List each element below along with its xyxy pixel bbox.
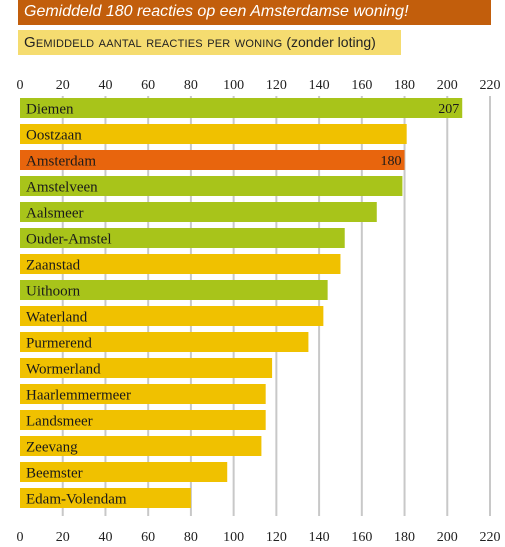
category-label: Oostzaan (26, 128, 82, 144)
category-label: Edam-Volendam (26, 492, 127, 508)
x-tick-label-bottom: 220 (480, 530, 501, 545)
x-tick-label-top: 60 (141, 78, 155, 93)
x-tick-label-top: 120 (266, 78, 287, 93)
x-tick-label-bottom: 180 (394, 530, 415, 545)
chart-title: Gemiddeld 180 reacties op een Amsterdams… (24, 3, 409, 20)
bar (20, 306, 324, 326)
x-tick-label-bottom: 100 (223, 530, 244, 545)
bar (20, 462, 228, 482)
data-label: 180 (381, 154, 402, 169)
x-tick-label-top: 200 (437, 78, 458, 93)
category-label: Aalsmeer (26, 206, 83, 222)
bar (20, 254, 341, 274)
bar (20, 436, 262, 456)
x-tick-label-top: 100 (223, 78, 244, 93)
x-tick-label-top: 160 (351, 78, 372, 93)
category-label: Wormerland (26, 362, 101, 378)
bar (20, 228, 345, 248)
x-tick-label-bottom: 160 (351, 530, 372, 545)
bar (20, 358, 273, 378)
bar (20, 150, 405, 170)
chart-title-bar: Gemiddeld 180 reacties op een Amsterdams… (18, 0, 491, 25)
x-tick-label-bottom: 120 (266, 530, 287, 545)
chart-subtitle-note: (zonder loting) (286, 34, 376, 50)
x-tick-label-bottom: 60 (141, 530, 155, 545)
x-tick-label-bottom: 80 (184, 530, 198, 545)
category-label: Beemster (26, 466, 83, 482)
chart-subtitle: Gemiddeld aantal reacties per woning (zo… (24, 34, 376, 51)
x-tick-label-top: 0 (17, 78, 24, 93)
category-label: Zeevang (26, 440, 78, 456)
bar (20, 410, 266, 430)
bar (20, 98, 463, 118)
x-tick-label-bottom: 200 (437, 530, 458, 545)
x-tick-label-top: 20 (56, 78, 70, 93)
x-tick-label-bottom: 140 (309, 530, 330, 545)
x-tick-label-top: 180 (394, 78, 415, 93)
x-tick-label-top: 140 (309, 78, 330, 93)
bar (20, 488, 191, 508)
data-label: 207 (438, 102, 459, 117)
category-label: Amstelveen (26, 180, 98, 196)
category-label: Waterland (26, 310, 88, 326)
bar (20, 202, 377, 222)
bar (20, 176, 403, 196)
category-label: Diemen (26, 102, 74, 118)
bar (20, 280, 328, 300)
x-tick-label-bottom: 40 (98, 530, 112, 545)
bar (20, 384, 266, 404)
x-tick-label-bottom: 20 (56, 530, 70, 545)
x-tick-label-bottom: 0 (17, 530, 24, 545)
category-label: Zaanstad (26, 258, 81, 274)
category-label: Landsmeer (26, 414, 93, 430)
category-label: Uithoorn (26, 284, 81, 300)
chart-subtitle-main: Gemiddeld aantal reacties per woning (24, 34, 283, 51)
chart-subtitle-box: Gemiddeld aantal reacties per woning (zo… (18, 30, 401, 55)
category-label: Purmerend (26, 336, 92, 352)
x-tick-label-top: 40 (98, 78, 112, 93)
x-tick-label-top: 220 (480, 78, 501, 93)
category-label: Haarlemmermeer (26, 388, 131, 404)
category-label: Ouder-Amstel (26, 232, 112, 248)
x-tick-label-top: 80 (184, 78, 198, 93)
bar (20, 332, 309, 352)
bar (20, 124, 407, 144)
category-label: Amsterdam (26, 154, 96, 170)
